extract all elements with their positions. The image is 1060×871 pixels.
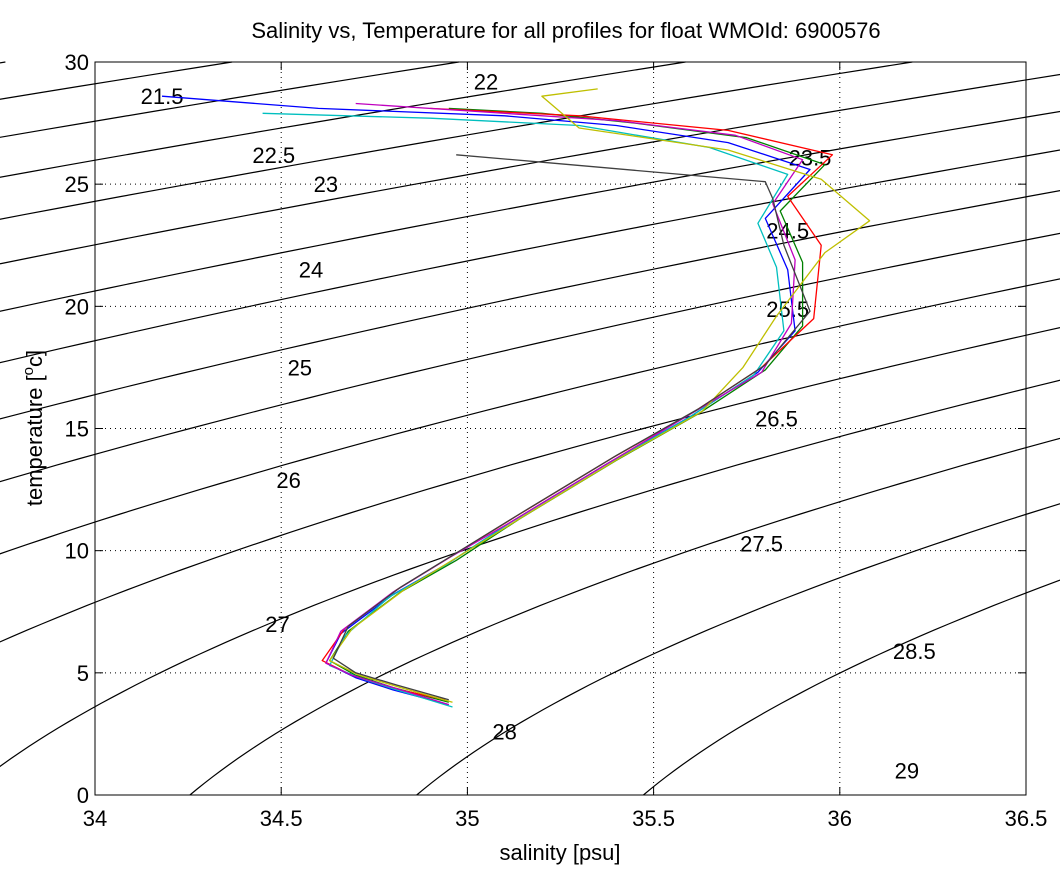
contour-label: 28 <box>492 719 516 744</box>
y-tick-label: 10 <box>65 539 89 564</box>
density-contour <box>189 437 1060 796</box>
y-axis-label-sup: o <box>20 367 37 375</box>
y-axis-label: temperature [oc] <box>20 350 47 506</box>
contour-label: 26 <box>276 468 300 493</box>
contour-label: 26.5 <box>755 407 798 432</box>
contour-label: 27 <box>265 612 289 637</box>
contour-label: 24 <box>299 258 323 283</box>
contour-labels: 21.52222.52323.52424.52525.52626.52727.5… <box>141 70 936 784</box>
contour-label: 29 <box>895 759 919 784</box>
axis-ticks: 34 34.5 35 35.5 36 36.5 0 5 10 15 20 25 30 <box>65 50 1048 831</box>
profile-line <box>262 112 789 708</box>
density-contour <box>0 232 1060 483</box>
density-contours <box>0 61 1060 796</box>
y-axis-label-end: c] <box>22 350 47 367</box>
x-tick-label: 35 <box>455 806 479 831</box>
y-axis-label-main: temperature [ <box>22 375 47 506</box>
density-contour <box>0 73 1060 265</box>
profile-line <box>325 102 804 706</box>
y-tick-label: 20 <box>65 294 89 319</box>
y-tick-label: 30 <box>65 50 89 75</box>
contour-label: 25 <box>288 355 312 380</box>
density-contour <box>643 579 1060 796</box>
x-tick-label: 35.5 <box>632 806 675 831</box>
density-contour <box>0 278 1060 555</box>
y-tick-label: 0 <box>77 783 89 808</box>
density-contour <box>416 503 1060 796</box>
x-tick-label: 36.5 <box>1005 806 1048 831</box>
density-contour <box>0 61 913 220</box>
y-tick-label: 15 <box>65 417 89 442</box>
chart-title: Salinity vs, Temperature for all profile… <box>251 18 880 43</box>
y-tick-label: 5 <box>77 661 89 686</box>
grid-lines <box>95 62 1026 795</box>
x-tick-label: 36 <box>828 806 852 831</box>
y-tick-label: 25 <box>65 172 89 197</box>
profile-line <box>321 107 834 701</box>
profile-line <box>332 154 811 701</box>
density-contour <box>0 149 1060 364</box>
x-tick-label: 34.5 <box>260 806 303 831</box>
contour-label: 27.5 <box>740 531 783 556</box>
density-contour <box>0 61 6 64</box>
contour-label: 23 <box>314 172 338 197</box>
density-contour <box>0 110 1060 312</box>
profile-line <box>328 88 871 703</box>
density-contour <box>0 326 1060 643</box>
x-tick-label: 34 <box>83 806 107 831</box>
x-axis-label: salinity [psu] <box>499 840 620 865</box>
density-contour <box>0 379 1060 768</box>
contour-label: 22.5 <box>252 143 295 168</box>
profile-line <box>328 107 826 703</box>
contour-label: 22 <box>474 70 498 95</box>
profile-series <box>161 88 871 708</box>
contour-label: 28.5 <box>893 639 936 664</box>
